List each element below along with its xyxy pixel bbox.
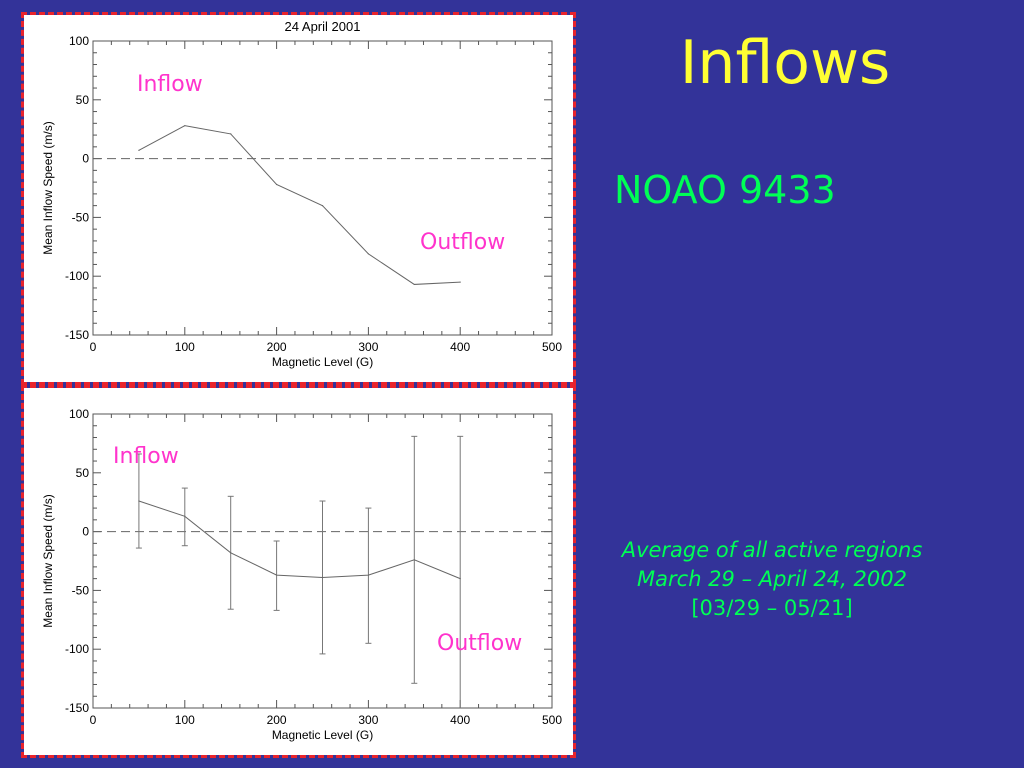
chart-1-data-point [184,125,186,127]
chart-1-x-tick-label: 200 [267,340,287,354]
chart-2-x-tick-label: 300 [358,713,378,727]
chart-2-y-tick-label: 50 [76,466,90,480]
chart-2-data-point [321,576,324,579]
chart-2-y-tick-label: -50 [72,583,90,597]
chart-1-title: 24 April 2001 [285,19,361,34]
chart-1-axes-frame [92,40,553,336]
caption: Average of all active regions March 29 –… [592,536,952,623]
chart-2-data-point [459,578,461,580]
chart-2-plot: 0 100 200 300 400 500100500-50-100-150Magneti… [41,407,562,742]
chart-1-x-tick-label: 300 [358,340,378,354]
chart-2-x-tick-label: 200 [267,713,287,727]
chart-1-y-tick-label: 50 [76,93,90,107]
chart-2-annotation-inflow: Inflow [113,444,179,469]
chart-2-y-tick-label: 0 [82,525,89,539]
caption-line-3: [03/29 – 05/21] [691,596,853,620]
chart-1-y-tick-label: -50 [72,210,90,224]
chart-2-x-tick-label: 100 [175,713,195,727]
chart-2-x-tick-label: 0 [90,713,97,727]
chart-2-data-point [367,574,369,576]
chart-1-data-point [459,281,461,283]
chart-2-y-tick-label: -150 [65,701,89,715]
chart-2-x-tick-label: 400 [450,713,470,727]
chart-1-y-tick-label: -150 [65,328,89,342]
chart-2-y-tick-label: 100 [69,407,89,421]
chart-1-y-tick-label: -100 [65,269,89,283]
chart-2-y-axis-label: Mean Inflow Speed (m/s) [41,494,55,627]
chart-1-x-tick-label: 500 [542,340,562,354]
chart-1-data-point [138,149,140,151]
chart-2-data-point [230,552,232,554]
chart-1-data-point [367,253,369,255]
chart-2-annotation-outflow: Outflow [437,631,523,656]
chart-1-y-tick-label: 0 [82,152,89,166]
chart-1-y-tick-label: 100 [69,34,89,48]
chart-panel-1: 24 April 2001 0 100 200 300 400 500 100 50 0 -50 -1… [21,12,576,385]
chart-2-data-point [138,500,140,502]
chart-2-axes-frame [92,413,553,709]
chart-2-x-axis-label: Magnetic Level (G) [272,728,373,742]
chart-1-data-point [413,283,415,286]
caption-line-2: March 29 – April 24, 2002 [637,567,907,591]
chart-1-x-tick-label: 0 [90,340,97,354]
chart-1-annotation-inflow: Inflow [137,72,203,97]
chart-2-data-point [184,515,186,517]
chart-2-data-point [276,574,278,576]
chart-1-annotation-outflow: Outflow [420,230,506,255]
slide-title: Inflows [679,28,891,98]
chart-1-series-line [138,125,461,285]
chart-1-data-point [230,133,232,135]
chart-2-x-tick-label: 500 [542,713,562,727]
region-label: NOAO 9433 [614,168,836,212]
chart-1-x-axis-label: Magnetic Level (G) [272,355,373,369]
chart-2-series-line [138,500,461,580]
chart-2-y-tick-label: -100 [65,642,89,656]
chart-panel-2: 0 100 200 300 400 500 100 50 0 -50 -100 -150 Magneti… [21,385,576,758]
chart-2-data-point [413,559,415,561]
chart-1-data-point [276,183,278,186]
chart-1-data-point [321,205,324,207]
chart-1-x-tick-label: 100 [175,340,195,354]
caption-line-1: Average of all active regions [621,538,923,562]
chart-1-y-axis-label: Mean Inflow Speed (m/s) [41,121,55,254]
chart-1-x-tick-label: 400 [450,340,470,354]
